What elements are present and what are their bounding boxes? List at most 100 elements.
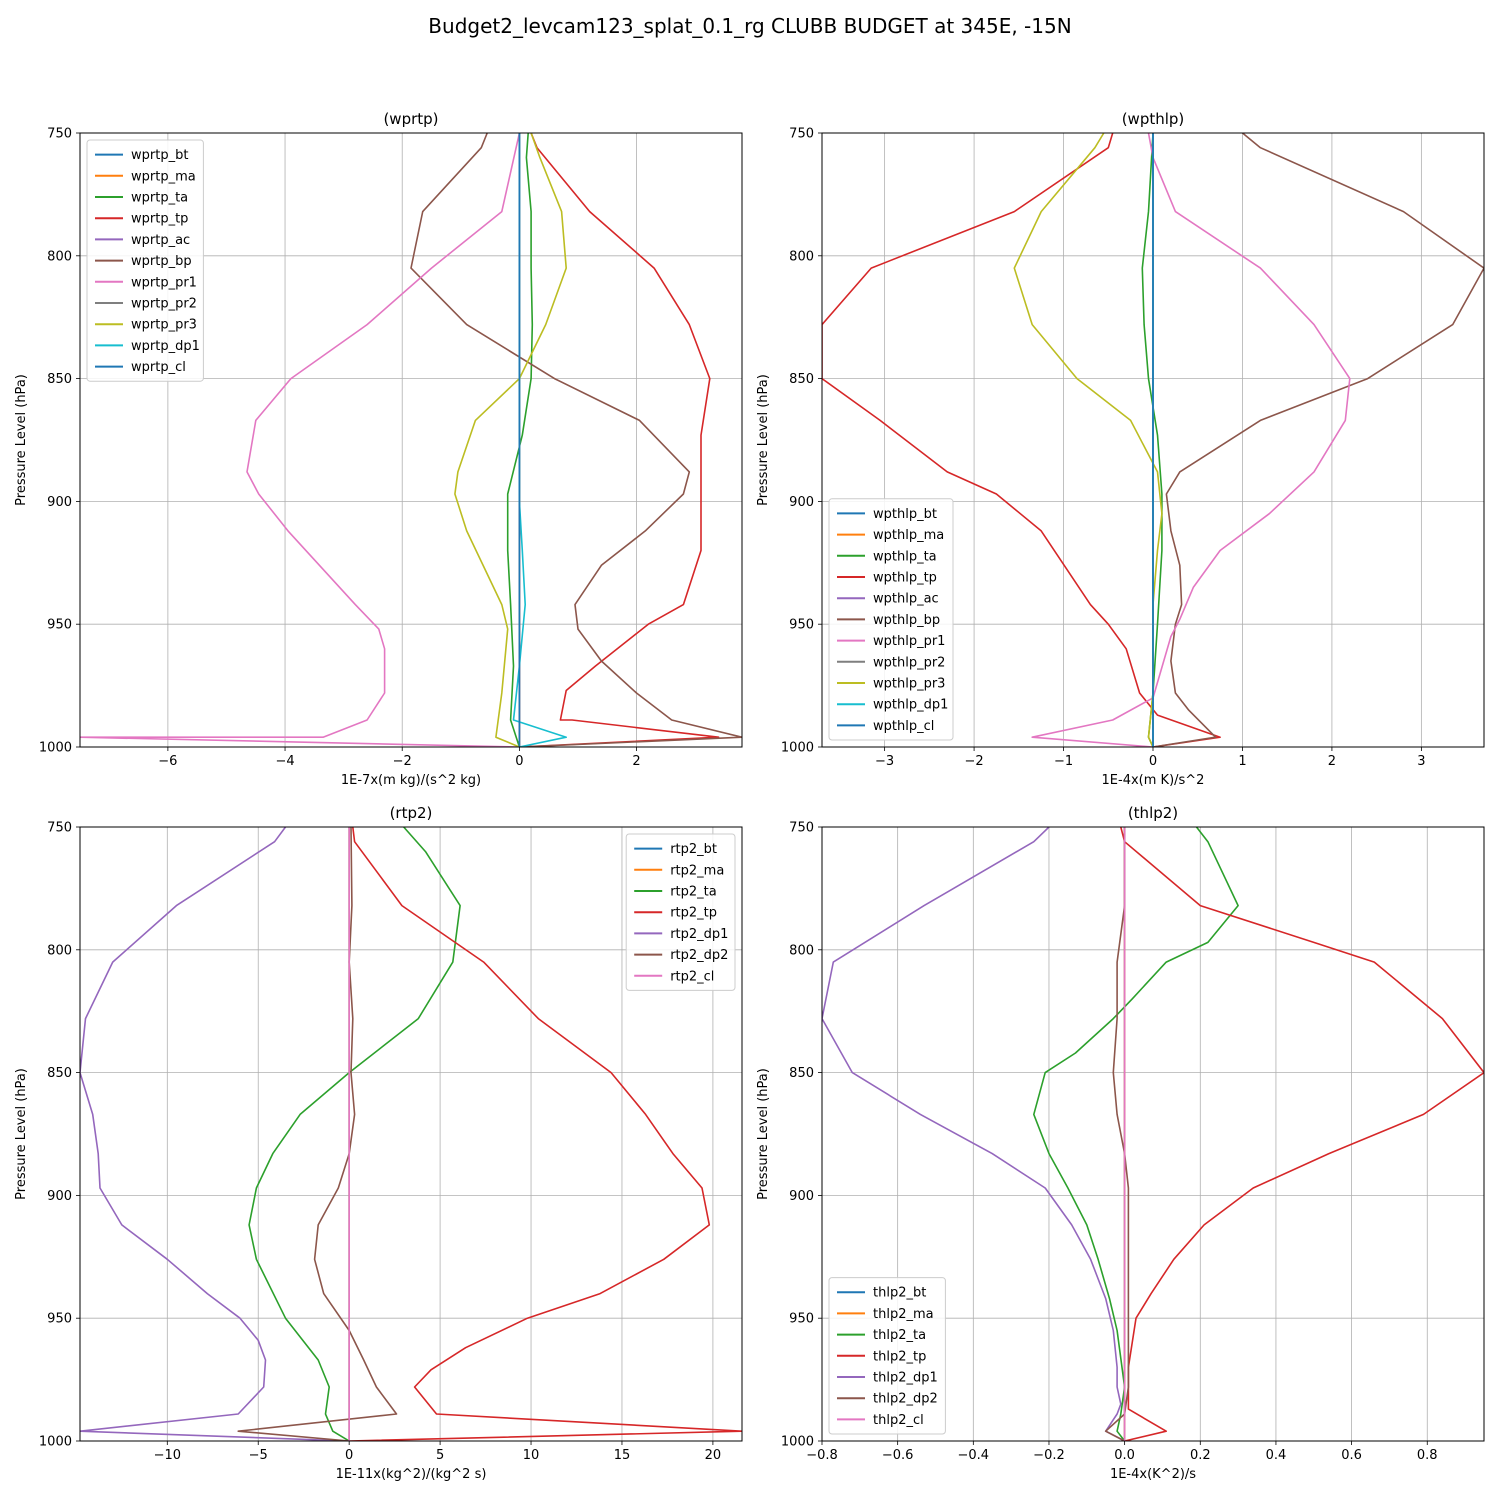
series-line-thlp2_dp1 [822, 827, 1125, 1441]
y-tick-label: 950 [47, 1312, 72, 1327]
series-line-wprtp_pr1 [80, 133, 521, 747]
legend-label: wpthlp_cl [873, 719, 934, 734]
y-tick-label: 850 [47, 1066, 72, 1081]
y-axis-label: Pressure Level (hPa) [756, 1068, 771, 1200]
x-tick-label: 2 [632, 754, 640, 769]
subplot-1: −3 −2 −1 0 1 2 3 750 800 850 900 950 1000 (wpthlp) 1E-… [756, 110, 1485, 788]
axes-frame [821, 826, 1485, 1442]
x-tick-label: 0.2 [1190, 1448, 1211, 1463]
legend: rtp2_bt rtp2_ma rtp2_ta rtp2_tp rtp2_dp1 rtp2… [625, 833, 736, 991]
legend-label: thlp2_dp1 [873, 1371, 938, 1386]
legend-label: wprtp_bt [131, 148, 188, 163]
x-axis-label: 1E-11x(kg^2)/(kg^2 s) [336, 1467, 487, 1482]
legend-label: wpthlp_pr3 [873, 677, 945, 692]
series-group [822, 133, 1484, 747]
legend: thlp2_bt thlp2_ma thlp2_ta thlp2_tp thlp2_dp… [828, 1277, 946, 1435]
x-tick-label: 3 [1417, 754, 1425, 769]
series-group [80, 827, 742, 1441]
legend-label: thlp2_tp [873, 1349, 926, 1364]
legend-label: wprtp_dp1 [131, 339, 200, 354]
legend-box [86, 139, 204, 382]
legend-label: wpthlp_tp [873, 571, 937, 586]
y-tick-label: 1000 [39, 741, 72, 756]
legend-label: thlp2_bt [873, 1286, 926, 1301]
legend-label: thlp2_ta [873, 1328, 926, 1343]
y-tick-label: 900 [789, 1189, 814, 1204]
y-axis-label: Pressure Level (hPa) [756, 374, 771, 506]
x-axis-label: 1E-4x(K^2)/s [1110, 1467, 1196, 1482]
series-line-wpthlp_pr1 [1031, 133, 1351, 747]
legend: wpthlp_bt wpthlp_ma wpthlp_ta wpthlp_tpwpth… [828, 498, 954, 741]
series-line-rtp2_dp1 [80, 827, 350, 1441]
legend-label: wprtp_ac [131, 233, 190, 248]
legend-label: wprtp_cl [131, 360, 186, 375]
y-tick-label: 750 [789, 821, 814, 836]
legend-label: wpthlp_pr1 [873, 634, 945, 649]
series-line-wprtp_bp [410, 133, 742, 747]
y-tick-label: 800 [789, 943, 814, 958]
series-line-thlp2_ta [1033, 827, 1239, 1441]
x-tick-label: 0.0 [1114, 1448, 1135, 1463]
subplot-3: −0.8 −0.6 −0.4 −0.2 0.0 0.2 0.4 0.6 0.8 750 800 850… [756, 804, 1485, 1482]
x-tick-label: 0 [515, 754, 523, 769]
x-tick-label: −5 [249, 1448, 268, 1463]
y-axis-label: Pressure Level (hPa) [14, 374, 29, 506]
y-tick-label: 850 [789, 372, 814, 387]
series-line-wpthlp_bp [1152, 133, 1484, 747]
legend-label: thlp2_cl [873, 1413, 924, 1428]
legend-label: wpthlp_dp1 [873, 698, 948, 713]
x-tick-label: −0.6 [882, 1448, 914, 1463]
legend-label: wprtp_pr3 [131, 318, 197, 333]
y-tick-label: 800 [789, 249, 814, 264]
series-line-rtp2_dp2 [237, 827, 398, 1441]
y-tick-label: 750 [47, 127, 72, 142]
x-tick-label: −6 [158, 754, 177, 769]
subplot-title: (wprtp) [383, 110, 438, 128]
legend-label: wpthlp_ma [873, 528, 944, 543]
x-tick-label: 5 [436, 1448, 444, 1463]
x-tick-label: 20 [705, 1448, 722, 1463]
legend-label: rtp2_dp1 [670, 927, 728, 942]
x-tick-label: −4 [275, 754, 294, 769]
legend-label: rtp2_tp [670, 906, 717, 921]
y-tick-label: 850 [789, 1066, 814, 1081]
legend-label: wpthlp_bt [873, 507, 937, 522]
legend-label: wprtp_pr1 [131, 275, 197, 290]
subplot-title: (wpthlp) [1122, 110, 1185, 128]
legend-label: wpthlp_bp [873, 613, 940, 628]
legend-box [625, 833, 736, 991]
series-line-wprtp_pr3 [454, 133, 567, 747]
series-line-wpthlp_ta [1141, 133, 1163, 747]
x-tick-label: 0 [1149, 754, 1157, 769]
series-group [80, 133, 742, 747]
series-line-wprtp_ta [506, 133, 534, 747]
x-tick-label: 0 [345, 1448, 353, 1463]
series-line-thlp2_tp [1120, 827, 1484, 1441]
legend: wprtp_bt wprtp_ma wprtp_ta wprtp_tp wprtp_ac… [86, 139, 204, 382]
series-line-rtp2_ta [248, 827, 461, 1441]
x-tick-label: −0.4 [958, 1448, 990, 1463]
x-tick-label: 0.6 [1341, 1448, 1362, 1463]
y-tick-label: 950 [47, 618, 72, 633]
series-line-wpthlp_pr3 [1013, 133, 1163, 747]
legend-label: wpthlp_pr2 [873, 655, 945, 670]
x-tick-label: −1 [1054, 754, 1073, 769]
x-tick-label: −2 [964, 754, 983, 769]
axes-frame [79, 132, 743, 748]
x-tick-label: −3 [875, 754, 894, 769]
legend-label: rtp2_ta [670, 885, 717, 900]
subplot-2: −10 −5 0 5 10 15 20 750 800 850 900 950 1000 (rtp2) 1E… [14, 804, 743, 1482]
legend-box [828, 1277, 946, 1435]
legend-label: wprtp_pr2 [131, 297, 197, 312]
x-tick-label: 0.8 [1417, 1448, 1438, 1463]
x-axis-label: 1E-4x(m K)/s^2 [1102, 773, 1205, 788]
x-axis-label: 1E-7x(m kg)/(s^2 kg) [341, 773, 481, 788]
x-tick-label: −0.2 [1033, 1448, 1065, 1463]
y-tick-label: 750 [47, 821, 72, 836]
legend-label: wpthlp_ta [873, 549, 937, 564]
legend-label: thlp2_ma [873, 1307, 934, 1322]
legend-box [828, 498, 954, 741]
y-tick-label: 900 [789, 495, 814, 510]
legend-label: wprtp_tp [131, 212, 188, 227]
